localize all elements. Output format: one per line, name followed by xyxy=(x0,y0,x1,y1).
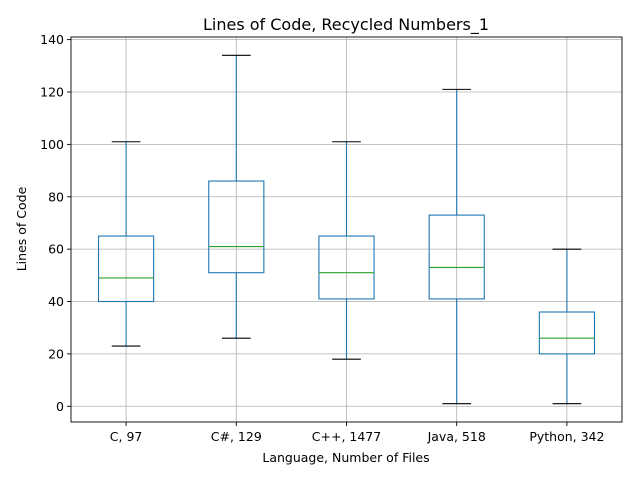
iqr-box xyxy=(208,180,265,274)
y-tick-label: 60 xyxy=(48,242,64,257)
y-tick-label: 20 xyxy=(48,346,64,361)
x-tick-label: Python, 342 xyxy=(529,429,604,444)
y-tick-label: 100 xyxy=(40,137,64,152)
box-2 xyxy=(318,141,375,360)
x-tick-label: C, 97 xyxy=(110,429,143,444)
y-tick-label: 120 xyxy=(40,85,64,100)
x-tick-label: C#, 129 xyxy=(211,429,262,444)
x-tick-label: Java, 518 xyxy=(427,429,486,444)
box-1 xyxy=(208,54,265,339)
y-tick-label: 80 xyxy=(48,189,64,204)
iqr-box xyxy=(428,214,485,300)
y-axis: 0 20 40 60 80 100 120 140 xyxy=(40,32,71,414)
x-axis: C, 97 C#, 129 C++, 1477 Java, 518 Python, 34… xyxy=(110,422,604,444)
box-0 xyxy=(98,141,155,347)
box-4 xyxy=(538,248,595,405)
y-tick-label: 140 xyxy=(40,32,64,47)
chart-title: Lines of Code, Recycled Numbers_1 xyxy=(203,15,489,35)
x-axis-label: Language, Number of Files xyxy=(262,450,429,465)
y-tick-label: 40 xyxy=(48,294,64,309)
y-tick-label: 0 xyxy=(56,399,64,414)
iqr-box xyxy=(98,235,155,303)
iqr-box xyxy=(538,311,595,355)
y-axis-label: Lines of Code xyxy=(14,186,29,271)
box-3 xyxy=(428,88,485,405)
x-tick-label: C++, 1477 xyxy=(312,429,381,444)
plot-marks xyxy=(98,54,595,405)
iqr-box xyxy=(318,235,375,300)
